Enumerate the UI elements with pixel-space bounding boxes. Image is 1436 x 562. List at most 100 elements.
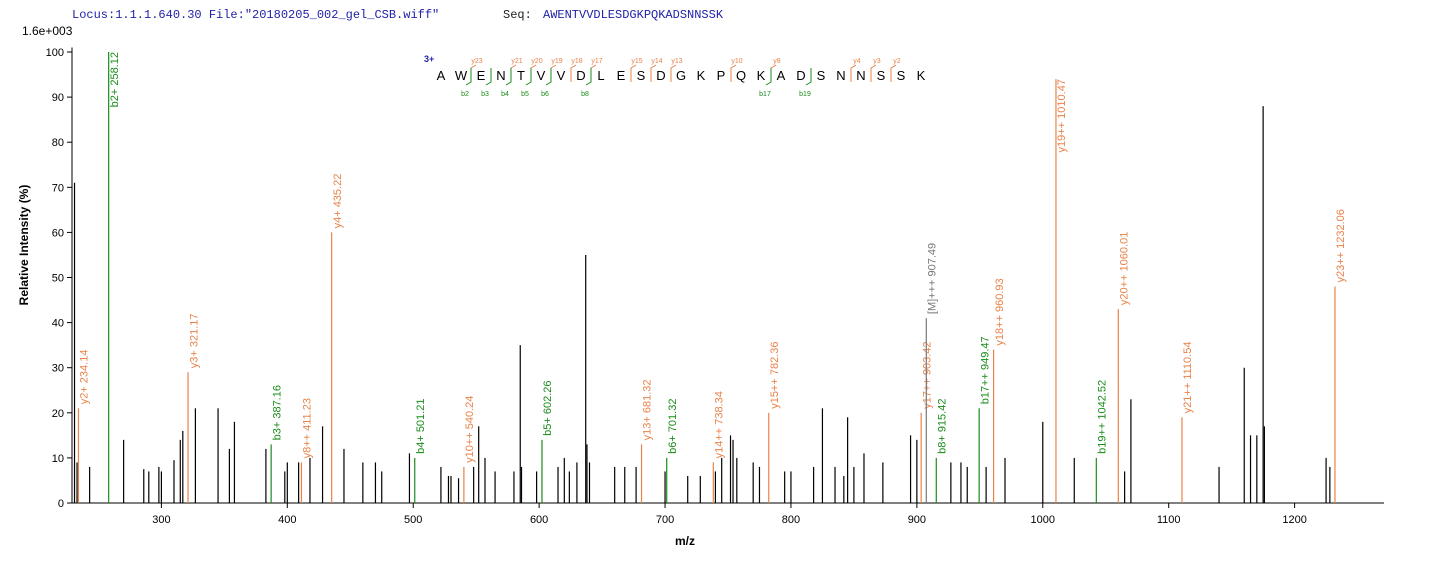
y-bracket [850, 64, 857, 82]
peak-label: y2+ 234.14 [79, 350, 91, 405]
scale-note: 1.6e+003 [22, 24, 73, 38]
b-ion-label: b3 [481, 91, 489, 98]
b-bracket [805, 68, 812, 86]
b-bracket [465, 68, 472, 86]
y-ion-label: y8 [773, 58, 781, 65]
peak-label: y17++ 903.42 [921, 342, 933, 409]
peak-label: y19++ 1010.47 [1056, 79, 1068, 152]
y-tick-label: 70 [52, 182, 64, 194]
residue: E [477, 68, 486, 83]
y-tick-label: 80 [52, 137, 64, 149]
residue: S [897, 68, 906, 83]
y-bracket [590, 64, 597, 82]
y-tick-label: 20 [52, 408, 64, 420]
y-ion-label: y20 [531, 58, 542, 65]
y-ion-label: y15 [631, 58, 642, 65]
peak-label: y10++ 540.24 [464, 396, 476, 463]
residue: N [496, 68, 505, 83]
peak-label: y13+ 681.32 [642, 379, 654, 440]
residue: V [537, 68, 546, 83]
x-tick-label: 1200 [1282, 514, 1306, 526]
peak-label: b8+ 915.42 [936, 399, 948, 454]
residue: G [676, 68, 686, 83]
y-tick-label: 30 [52, 363, 64, 375]
peak-label: b5+ 602.26 [542, 380, 554, 435]
peak-label: b17++ 949.47 [979, 336, 991, 404]
y-bracket [550, 64, 557, 82]
y-bracket [630, 64, 637, 82]
peak-label: y8++ 411.23 [302, 398, 314, 458]
residue: A [437, 68, 446, 83]
x-tick-label: 700 [656, 514, 674, 526]
residue: A [777, 68, 786, 83]
residue: T [517, 68, 525, 83]
y-bracket [470, 64, 477, 82]
y-tick-label: 60 [52, 227, 64, 239]
y-tick-label: 50 [52, 273, 64, 285]
x-tick-label: 900 [908, 514, 926, 526]
residue: W [455, 68, 468, 83]
peak-label: y4+ 435.22 [332, 174, 344, 229]
header: Locus:1.1.1.640.30 File:"20180205_002_ge… [72, 8, 439, 22]
x-tick-label: 800 [782, 514, 800, 526]
y-bracket [510, 64, 517, 82]
b-ion-label: b17 [759, 91, 771, 98]
y-ion-label: y4 [853, 58, 861, 65]
b-ion-label: b2 [461, 91, 469, 98]
peak-label: b6+ 701.32 [667, 399, 679, 454]
y-ion-label: y10 [731, 58, 742, 65]
residue: N [856, 68, 865, 83]
y-tick-label: 0 [58, 498, 64, 510]
x-tick-label: 600 [530, 514, 548, 526]
y-ion-label: y21 [511, 58, 522, 65]
residue: S [817, 68, 826, 83]
b-bracket [765, 68, 772, 86]
b-ion-label: b6 [541, 91, 549, 98]
x-axis-title: m/z [675, 534, 695, 548]
y-ion-label: y14 [651, 58, 662, 65]
peak-label: b3+ 387.16 [271, 385, 283, 440]
residue: K [697, 68, 706, 83]
y-tick-label: 100 [46, 47, 64, 59]
b-bracket [545, 68, 552, 86]
y-bracket [870, 64, 877, 82]
y-ion-label: y3 [873, 58, 881, 65]
b-ion-label: b5 [521, 91, 529, 98]
residue: K [757, 68, 766, 83]
x-tick-label: 400 [278, 514, 296, 526]
charge: 3+ [424, 54, 434, 64]
x-tick-label: 1100 [1157, 514, 1181, 526]
residue: V [557, 68, 566, 83]
x-tick-label: 500 [404, 514, 422, 526]
seq: AWENTVVDLESDGKPQKADSNNSSK [543, 8, 724, 22]
peak-label: b19++ 1042.52 [1097, 380, 1109, 454]
y-ion-label: y2 [893, 58, 901, 65]
x-tick-label: 300 [152, 514, 170, 526]
b-bracket [505, 68, 512, 86]
peak-label: y15++ 782.36 [769, 342, 781, 409]
peak-label: y18++ 960.93 [994, 278, 1006, 345]
peak-label: y20++ 1060.01 [1119, 232, 1131, 305]
y-ion-label: y18 [571, 58, 582, 65]
y-bracket [570, 64, 577, 82]
b-bracket [485, 68, 492, 86]
peak-label: y23++ 1232.06 [1335, 209, 1347, 282]
y-bracket [890, 64, 897, 82]
residue: S [637, 68, 646, 83]
residue: K [917, 68, 926, 83]
y-ion-label: y17 [591, 58, 602, 65]
peak-label: [M]+++ 907.49 [927, 243, 939, 314]
y-bracket [650, 64, 657, 82]
seq-label: Seq: [503, 8, 532, 22]
b-ion-label: b19 [799, 91, 811, 98]
residue: P [717, 68, 726, 83]
y-tick-label: 10 [52, 453, 64, 465]
peak-label: y21++ 1110.54 [1182, 342, 1194, 414]
peak-label: b2+ 258.12 [109, 52, 121, 107]
y-bracket [770, 64, 777, 82]
residue: D [576, 68, 585, 83]
residue: S [877, 68, 886, 83]
peak-label: b4+ 501.21 [415, 399, 427, 454]
b-bracket [525, 68, 532, 86]
